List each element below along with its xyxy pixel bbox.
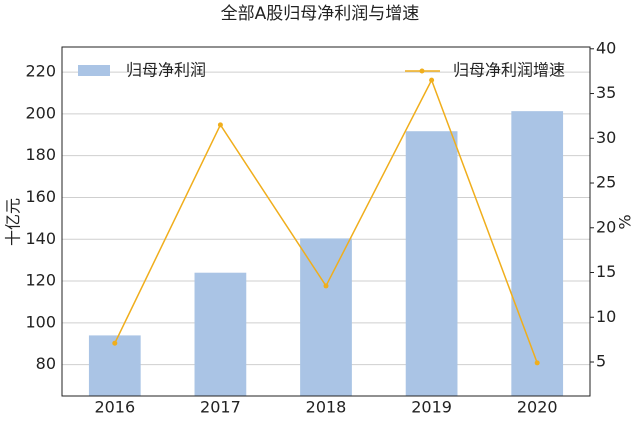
bar bbox=[194, 272, 247, 396]
y2-tick-label: 15 bbox=[596, 262, 616, 281]
y-tick-label: 160 bbox=[25, 187, 56, 206]
x-tick-label: 2020 bbox=[517, 398, 558, 417]
y2-tick-label: 30 bbox=[596, 128, 616, 147]
x-tick-label: 2017 bbox=[200, 398, 241, 417]
y2-tick-label: 20 bbox=[596, 217, 616, 236]
bar bbox=[405, 131, 458, 396]
y-tick-label: 120 bbox=[25, 271, 56, 290]
point bbox=[323, 283, 329, 289]
y-tick-label: 220 bbox=[25, 62, 56, 81]
point bbox=[534, 360, 540, 366]
y2-tick-label: 5 bbox=[596, 351, 606, 370]
y-tick-label: 200 bbox=[25, 103, 56, 122]
legend-swatch-point bbox=[419, 68, 425, 74]
y-tick-label: 180 bbox=[25, 145, 56, 164]
y-tick-label: 140 bbox=[25, 229, 56, 248]
point bbox=[429, 77, 435, 83]
x-tick-label: 2018 bbox=[306, 398, 347, 417]
legend-label: 归母净利润 bbox=[126, 61, 206, 80]
y2-axis-label: % bbox=[616, 214, 635, 229]
plot-frame bbox=[61, 46, 591, 397]
y-axis-label: 十亿元 bbox=[4, 198, 23, 246]
x-tick-label: 2019 bbox=[411, 398, 452, 417]
y2-tick-label: 25 bbox=[596, 173, 616, 192]
point bbox=[217, 122, 223, 128]
y2-tick-label: 35 bbox=[596, 83, 616, 102]
y2-tick-label: 40 bbox=[596, 38, 616, 57]
chart-title: 全部A股归母净利润与增速 bbox=[221, 4, 420, 24]
x-tick-label: 2016 bbox=[94, 398, 135, 417]
legend-swatch bbox=[78, 65, 110, 76]
bar bbox=[300, 238, 352, 396]
y2-tick-label: 10 bbox=[596, 307, 616, 326]
y-tick-label: 80 bbox=[36, 354, 56, 373]
point bbox=[112, 340, 118, 346]
legend-label: 归母净利润增速 bbox=[453, 61, 565, 80]
y-tick-label: 100 bbox=[25, 312, 56, 331]
bar bbox=[511, 111, 564, 397]
